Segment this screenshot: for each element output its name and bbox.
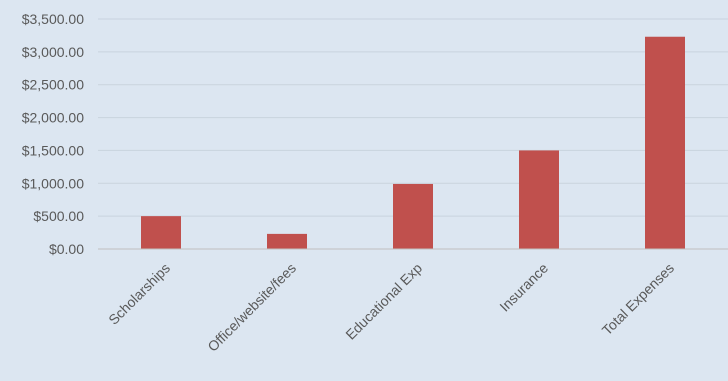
x-axis-category-labels: Scholarships Office/website/fees Education… <box>105 260 677 355</box>
bar <box>141 216 181 249</box>
bar <box>645 36 685 249</box>
x-category-label: Insurance <box>496 260 551 315</box>
y-tick-label: $2,000.00 <box>22 110 84 126</box>
bar <box>267 233 307 249</box>
y-tick-label: $2,500.00 <box>22 77 84 93</box>
y-tick-label: $3,500.00 <box>22 11 84 27</box>
x-category-label: Scholarships <box>105 260 173 328</box>
y-tick-label: $0.00 <box>49 241 84 257</box>
y-axis-tick-labels: $0.00 $500.00 $1,000.00 $1,500.00 $2,000.00 $… <box>22 11 85 257</box>
x-category-label: Total Expenses <box>599 260 677 338</box>
x-category-label: Office/website/fees <box>204 260 299 355</box>
y-tick-label: $3,000.00 <box>22 44 84 60</box>
gridlines <box>98 18 728 217</box>
y-tick-label: $1,000.00 <box>22 175 84 191</box>
bar <box>519 150 559 249</box>
y-tick-label: $1,500.00 <box>22 142 84 158</box>
x-category-label: Educational Exp <box>342 260 425 343</box>
bars <box>141 36 685 249</box>
y-tick-label: $500.00 <box>33 208 84 224</box>
bar <box>393 183 433 249</box>
